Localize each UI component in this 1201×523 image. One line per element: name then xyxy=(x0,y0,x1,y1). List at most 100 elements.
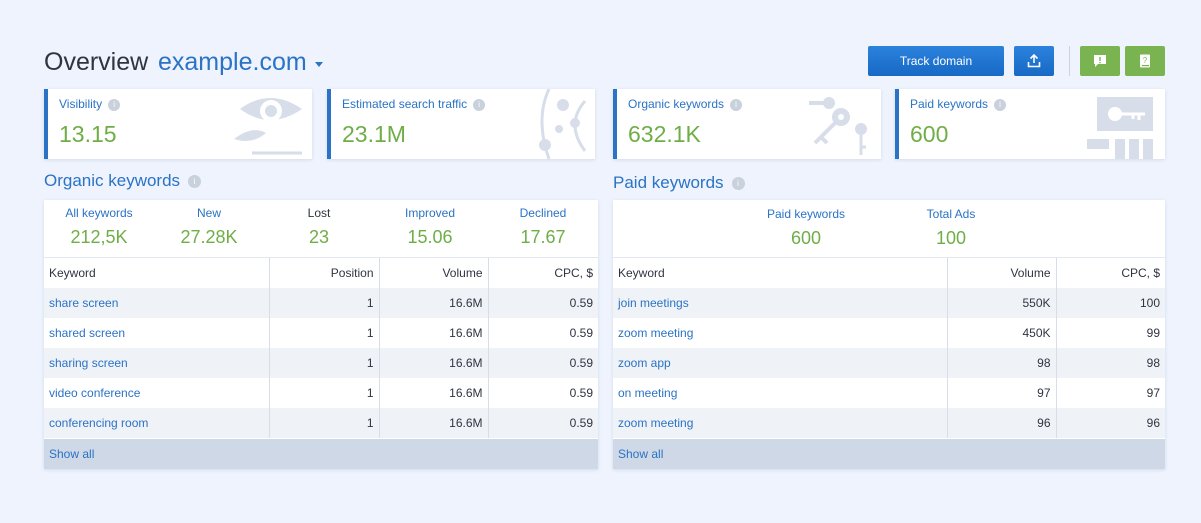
column-header-cpc[interactable]: CPC, $ xyxy=(1055,257,1165,288)
stat-value: 15.06 xyxy=(407,227,453,247)
info-icon[interactable]: i xyxy=(731,177,745,191)
cpc-cell: 98 xyxy=(1055,347,1165,378)
keys-icon xyxy=(809,97,867,155)
keyword-link[interactable]: share screen xyxy=(44,287,269,318)
table-row: on meeting 97 97 xyxy=(613,377,1165,408)
column-header-position[interactable]: Position xyxy=(268,257,379,288)
table-row: zoom app 98 98 xyxy=(613,347,1165,378)
keyword-link[interactable]: video conference xyxy=(44,377,269,408)
volume-cell: 16.6M xyxy=(378,317,488,348)
info-icon[interactable]: i xyxy=(730,98,743,111)
volume-cell: 16.6M xyxy=(378,347,488,378)
table-header-row: Keyword Position Volume CPC, $ xyxy=(44,257,598,288)
column-header-keyword[interactable]: Keyword xyxy=(44,257,269,288)
stat-label: Improved xyxy=(404,206,456,220)
cpc-cell: 0.59 xyxy=(487,407,598,438)
cpc-cell: 0.59 xyxy=(487,317,598,348)
stat-lost[interactable]: Lost 23 xyxy=(268,206,370,248)
table-row: zoom meeting 450K 99 xyxy=(613,317,1165,348)
stat-declined[interactable]: Declined 17.67 xyxy=(492,206,594,248)
help-button[interactable]: ? xyxy=(1125,46,1165,76)
svg-text:?: ? xyxy=(1143,56,1148,65)
keyword-link[interactable]: sharing screen xyxy=(44,347,269,378)
table-header-row: Keyword Volume CPC, $ xyxy=(613,257,1165,288)
keyword-link[interactable]: zoom meeting xyxy=(613,317,947,348)
upload-icon xyxy=(1027,53,1041,68)
track-domain-button[interactable]: Track domain xyxy=(868,46,1004,76)
section-title-text: Paid keywords xyxy=(613,173,724,192)
visibility-card[interactable]: Visibility i 13.15 xyxy=(44,89,312,159)
stat-value: 27.28K xyxy=(180,227,238,247)
column-header-keyword[interactable]: Keyword xyxy=(613,257,947,288)
position-cell: 1 xyxy=(268,347,379,378)
page-title: Overview xyxy=(44,48,149,76)
eye-icon xyxy=(234,98,302,155)
keyword-link[interactable]: zoom meeting xyxy=(613,407,947,438)
stat-improved[interactable]: Improved 15.06 xyxy=(379,206,481,248)
keyword-link[interactable]: zoom app xyxy=(613,347,947,378)
volume-cell: 16.6M xyxy=(378,287,488,318)
card-value: 23.1M xyxy=(342,121,406,147)
paid-show-all-button[interactable]: Show all xyxy=(613,439,1165,469)
organic-show-all-button[interactable]: Show all xyxy=(44,439,598,469)
stat-value: 212,5K xyxy=(70,227,128,247)
stat-value: 17.67 xyxy=(520,227,566,247)
keyword-link[interactable]: shared screen xyxy=(44,317,269,348)
info-icon[interactable]: i xyxy=(994,98,1007,111)
volume-cell: 98 xyxy=(946,347,1056,378)
organic-section-title: Organic keywords i xyxy=(44,171,202,191)
stat-label: New xyxy=(196,206,221,220)
feedback-icon xyxy=(1094,55,1106,67)
info-icon[interactable]: i xyxy=(188,175,202,189)
cpc-cell: 100 xyxy=(1055,287,1165,318)
organic-keywords-card[interactable]: Organic keywords i 632.1K xyxy=(613,89,881,159)
stat-label: Total Ads xyxy=(926,207,976,221)
traffic-card[interactable]: Estimated search traffic i 23.1M xyxy=(327,89,595,159)
stat-total-ads[interactable]: Total Ads 100 xyxy=(903,207,999,249)
table-row: join meetings 550K 100 xyxy=(613,287,1165,318)
export-button[interactable] xyxy=(1014,46,1054,76)
volume-cell: 16.6M xyxy=(378,407,488,438)
paid-section-title: Paid keywords i xyxy=(613,173,745,193)
table-row: share screen 1 16.6M 0.59 xyxy=(44,287,598,318)
card-value: 600 xyxy=(910,121,949,147)
table-row: conferencing room 1 16.6M 0.59 xyxy=(44,407,598,438)
column-header-volume[interactable]: Volume xyxy=(946,257,1056,288)
keyword-link[interactable]: on meeting xyxy=(613,377,947,408)
feedback-button[interactable] xyxy=(1080,46,1120,76)
paid-keywords-table: Keyword Volume CPC, $ join meetings 550K… xyxy=(613,257,1165,438)
keyword-link[interactable]: join meetings xyxy=(613,287,947,318)
stat-all-keywords[interactable]: All keywords 212,5K xyxy=(48,206,150,248)
organic-keywords-panel: All keywords 212,5K New 27.28K Lost 23 I… xyxy=(44,200,598,469)
stat-new[interactable]: New 27.28K xyxy=(158,206,260,248)
position-cell: 1 xyxy=(268,377,379,408)
traffic-icon xyxy=(539,89,587,159)
organic-keywords-table: Keyword Position Volume CPC, $ share scr… xyxy=(44,257,598,438)
cpc-cell: 0.59 xyxy=(487,287,598,318)
info-icon[interactable]: i xyxy=(108,98,121,111)
volume-cell: 16.6M xyxy=(378,377,488,408)
card-value: 632.1K xyxy=(628,121,701,147)
card-label: Estimated search traffic xyxy=(342,97,468,111)
table-row: sharing screen 1 16.6M 0.59 xyxy=(44,347,598,378)
cpc-cell: 96 xyxy=(1055,407,1165,438)
chevron-down-icon[interactable] xyxy=(315,62,323,67)
stat-label: Paid keywords xyxy=(766,207,846,221)
paid-keywords-panel: Paid keywords 600 Total Ads 100 Keyword … xyxy=(613,200,1165,469)
column-header-volume[interactable]: Volume xyxy=(378,257,488,288)
card-value: 13.15 xyxy=(59,121,117,147)
info-icon[interactable]: i xyxy=(473,98,486,111)
table-row: shared screen 1 16.6M 0.59 xyxy=(44,317,598,348)
stat-paid-keywords[interactable]: Paid keywords 600 xyxy=(753,207,859,249)
card-label: Organic keywords xyxy=(628,97,725,111)
volume-cell: 450K xyxy=(946,317,1056,348)
keyword-link[interactable]: conferencing room xyxy=(44,407,269,438)
paid-keywords-card[interactable]: Paid keywords i 600 xyxy=(895,89,1165,159)
position-cell: 1 xyxy=(268,287,379,318)
domain-selector[interactable]: example.com xyxy=(158,48,307,76)
position-cell: 1 xyxy=(268,407,379,438)
column-header-cpc[interactable]: CPC, $ xyxy=(487,257,598,288)
card-label: Visibility xyxy=(59,97,103,111)
stat-label: Lost xyxy=(307,206,331,220)
stat-value: 23 xyxy=(308,227,330,247)
